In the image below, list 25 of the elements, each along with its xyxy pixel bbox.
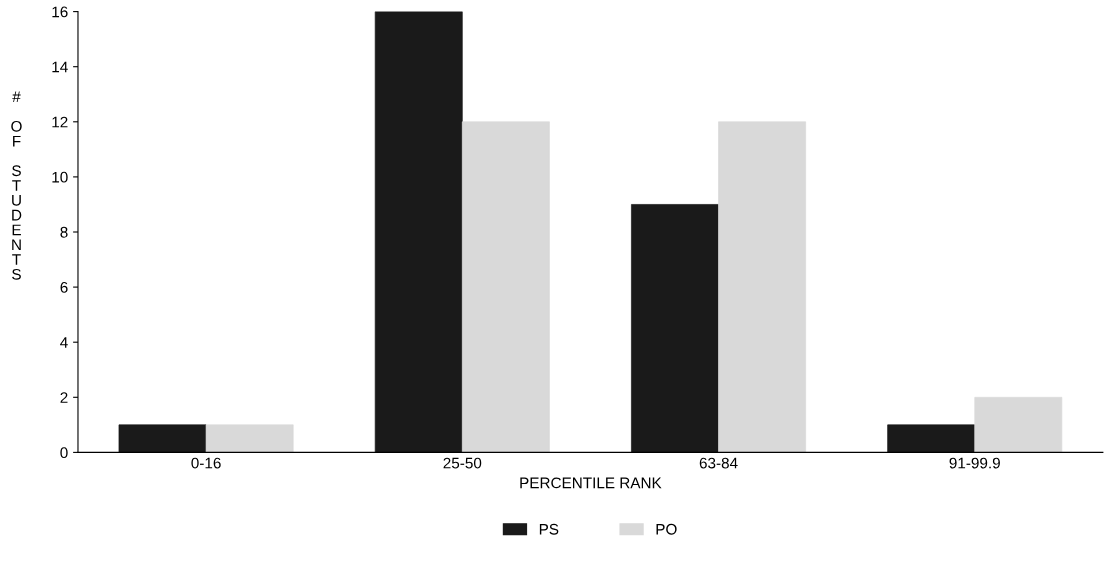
y-tick-label: 4 (60, 337, 68, 348)
y-tick-label: 0 (60, 447, 68, 459)
bar (461, 121, 550, 453)
y-tick-label: 6 (60, 281, 68, 293)
x-axis-title: PERCENTILE RANK (520, 477, 662, 489)
bar (374, 11, 463, 453)
bar (631, 204, 719, 453)
x-tick-label: 91-99.9 (949, 457, 1000, 469)
y-tick-label: 2 (60, 392, 68, 403)
y-tick-label: 16 (52, 6, 68, 18)
y-tick-label: 8 (60, 226, 68, 238)
bar (974, 396, 1063, 453)
y-tick-label: 10 (52, 171, 68, 183)
bar (887, 424, 976, 453)
bar (718, 121, 806, 453)
legend-label: PO (656, 523, 677, 535)
x-tick-label: 0-16 (191, 457, 221, 469)
y-tick-label: 12 (52, 116, 68, 128)
text: # OF STUDENTS (11, 91, 22, 280)
bar (205, 424, 294, 453)
x-tick-label: 25-50 (443, 457, 482, 469)
bar (118, 424, 207, 453)
x-tick-label: 63-84 (699, 457, 738, 469)
legend-label: PS (539, 523, 559, 535)
y-tick-label: 14 (52, 61, 68, 73)
